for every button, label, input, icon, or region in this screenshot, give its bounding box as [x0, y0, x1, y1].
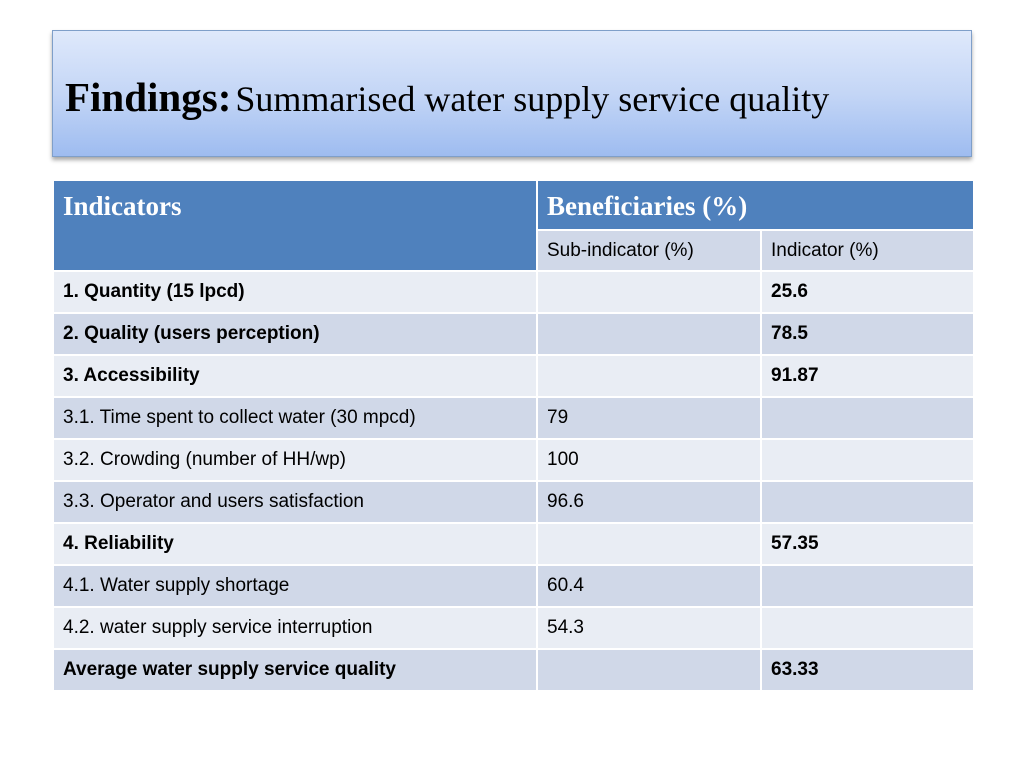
header-beneficiaries: Beneficiaries (%): [536, 179, 975, 231]
table-subheader-row: Sub-indicator (%) Indicator (%): [53, 229, 975, 272]
row-indicator-cell: 57.35: [760, 522, 975, 566]
row-indicator-cell: [760, 480, 975, 524]
row-sub-indicator-cell: [536, 648, 762, 692]
row-indicator-cell: [760, 564, 975, 608]
row-sub-indicator-cell: 79: [536, 396, 762, 440]
table-row: Average water supply service quality 63.3…: [52, 648, 975, 692]
title-rest-part: Summarised water supply service quality: [235, 78, 830, 119]
table-row: 3. Accessibility 91.87: [52, 354, 975, 398]
row-sub-indicator-cell: [536, 270, 762, 314]
header-sub-indicator: Sub-indicator (%): [536, 229, 762, 272]
title-bold-part: Findings:: [65, 73, 232, 120]
row-sub-indicator-cell: 54.3: [536, 606, 762, 650]
row-label-cell: 3.1. Time spent to collect water (30 mpc…: [52, 396, 538, 440]
row-sub-indicator-cell: [536, 354, 762, 398]
row-sub-indicator-cell: 96.6: [536, 480, 762, 524]
row-label-cell: 3. Accessibility: [52, 354, 538, 398]
table-row: 4.1. Water supply shortage 60.4: [52, 564, 975, 608]
row-label-cell: Average water supply service quality: [52, 648, 538, 692]
header-indicator: Indicator (%): [760, 229, 975, 272]
row-indicator-cell: 25.6: [760, 270, 975, 314]
row-sub-indicator-cell: [536, 522, 762, 566]
findings-table: Indicators Beneficiaries (%) Sub-indicat…: [52, 179, 975, 692]
table-row: 4. Reliability 57.35: [52, 522, 975, 566]
header-indicators: Indicators: [52, 179, 538, 272]
table-header-row: Indicators Beneficiaries (%): [52, 179, 975, 272]
table-row: 3.1. Time spent to collect water (30 mpc…: [52, 396, 975, 440]
row-indicator-cell: 91.87: [760, 354, 975, 398]
row-label-cell: 4.2. water supply service interruption: [52, 606, 538, 650]
row-indicator-cell: 78.5: [760, 312, 975, 356]
table-row: 3.2. Crowding (number of HH/wp) 100: [52, 438, 975, 482]
row-label-cell: 3.3. Operator and users satisfaction: [52, 480, 538, 524]
row-indicator-cell: [760, 606, 975, 650]
table-row: 4.2. water supply service interruption 54…: [52, 606, 975, 650]
row-label-cell: 4. Reliability: [52, 522, 538, 566]
row-indicator-cell: [760, 438, 975, 482]
title-banner: Findings: Summarised water supply servic…: [52, 30, 972, 157]
table-row: 2. Quality (users perception) 78.5: [52, 312, 975, 356]
row-label-cell: 4.1. Water supply shortage: [52, 564, 538, 608]
row-label-cell: 1. Quantity (15 lpcd): [52, 270, 538, 314]
row-label-cell: 3.2. Crowding (number of HH/wp): [52, 438, 538, 482]
page-title: Findings: Summarised water supply servic…: [65, 73, 829, 121]
table-row: 1. Quantity (15 lpcd) 25.6: [52, 270, 975, 314]
table-row: 3.3. Operator and users satisfaction 96.6: [52, 480, 975, 524]
row-indicator-cell: 63.33: [760, 648, 975, 692]
row-sub-indicator-cell: [536, 312, 762, 356]
row-indicator-cell: [760, 396, 975, 440]
row-sub-indicator-cell: 60.4: [536, 564, 762, 608]
row-sub-indicator-cell: 100: [536, 438, 762, 482]
row-label-cell: 2. Quality (users perception): [52, 312, 538, 356]
